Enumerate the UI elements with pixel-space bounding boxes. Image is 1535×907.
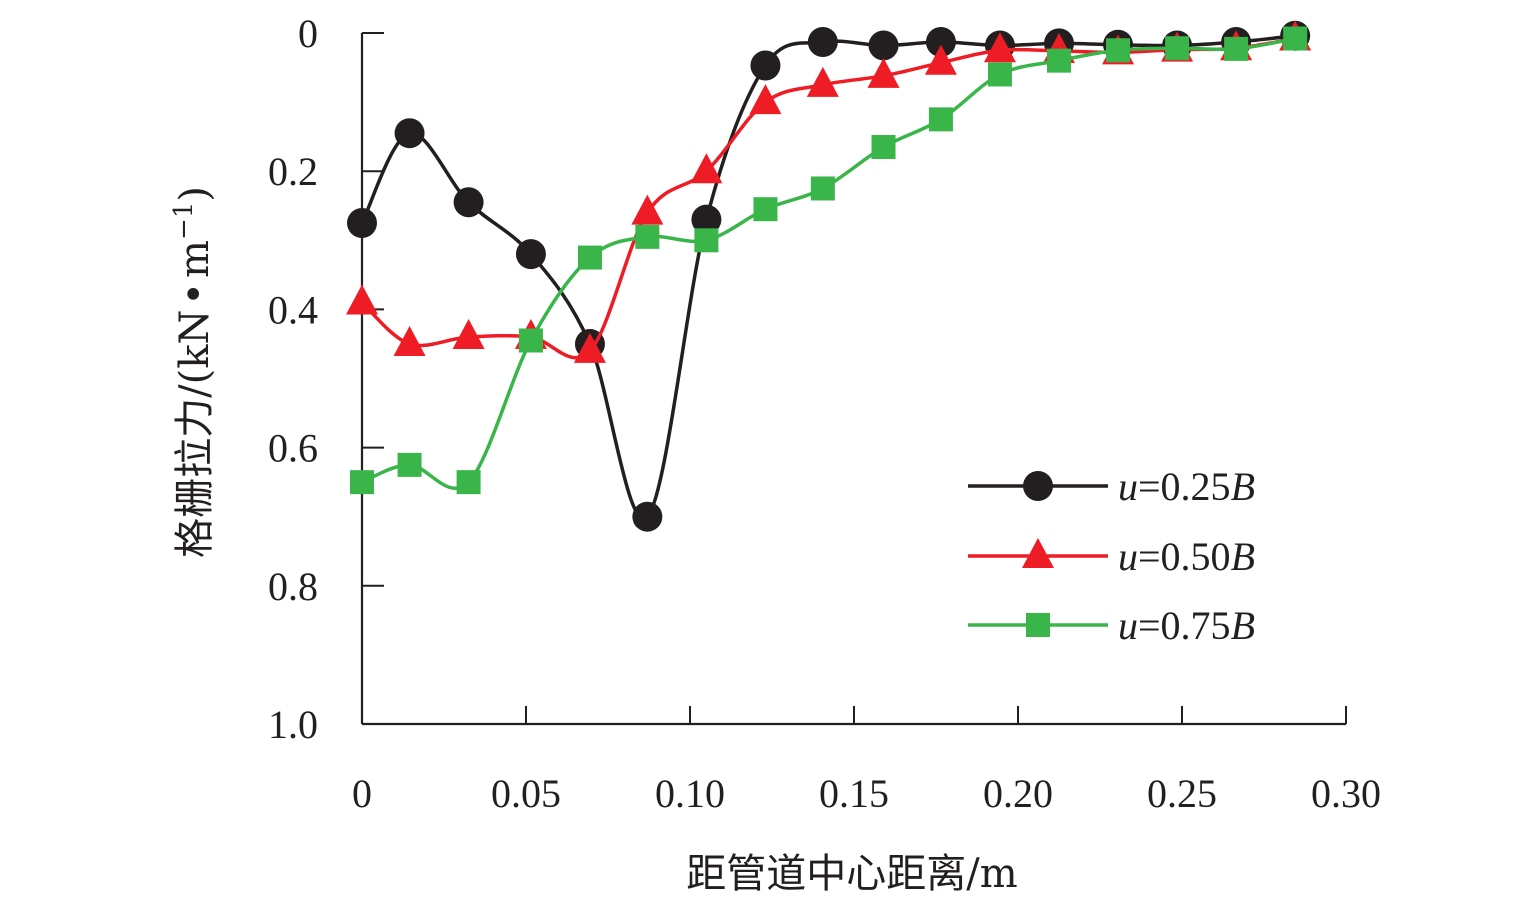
series-line — [360, 34, 1296, 521]
data-point — [928, 107, 953, 132]
x-tick-label: 0 — [352, 771, 372, 816]
y-tick-label: 0.6 — [268, 426, 318, 471]
y-tick-label: 1.0 — [268, 702, 318, 747]
series-line — [361, 36, 1296, 491]
data-point — [810, 176, 835, 201]
legend-label: u=0.75B — [1118, 603, 1255, 648]
data-point — [691, 204, 722, 235]
data-point — [807, 26, 838, 57]
series-square — [350, 26, 1308, 495]
data-point — [694, 228, 719, 253]
legend-marker — [1026, 613, 1050, 637]
data-point — [347, 208, 377, 239]
data-point — [346, 284, 378, 315]
legend-label-value: =0.75 — [1138, 603, 1231, 648]
data-point — [631, 194, 664, 225]
data-point — [394, 118, 425, 149]
legend-label-unit: B — [1231, 603, 1255, 648]
x-tick-label: 0.30 — [1311, 771, 1381, 816]
x-tick-label: 0.15 — [819, 771, 889, 816]
data-point — [867, 57, 900, 88]
x-tick-label: 0.20 — [983, 771, 1053, 816]
legend-label-value: =0.25 — [1138, 464, 1231, 509]
data-point — [397, 452, 422, 477]
data-point — [1283, 26, 1308, 51]
data-point — [453, 187, 484, 218]
y-axis-title: 格栅拉力/(kN • m−1) — [169, 186, 218, 558]
data-point — [515, 239, 546, 270]
data-point — [753, 197, 778, 222]
legend-label-var: u — [1118, 603, 1138, 648]
data-point — [1224, 36, 1249, 61]
legend-label-var: u — [1118, 534, 1138, 579]
data-point — [452, 319, 485, 350]
data-point — [518, 328, 543, 353]
y-axis-title-dot: • — [172, 282, 218, 306]
y-axis-title-main: 格栅拉力/(kN — [172, 310, 218, 558]
y-tick-label: 0.2 — [268, 149, 318, 194]
series-layer — [346, 20, 1312, 532]
x-tick-label: 0.25 — [1147, 771, 1217, 816]
legend-label-unit: B — [1231, 534, 1255, 579]
data-point — [1047, 48, 1071, 73]
legend-label: u=0.25B — [1118, 464, 1255, 509]
x-tick-label: 0.10 — [655, 771, 725, 816]
data-point — [925, 26, 956, 57]
legend-label-value: =0.50 — [1138, 534, 1231, 579]
y-tick-label: 0.8 — [268, 564, 318, 609]
y-axis-title-sup: −1 — [169, 202, 199, 240]
data-point — [577, 245, 602, 270]
data-point — [983, 32, 1016, 63]
data-point — [924, 44, 957, 75]
data-point — [393, 325, 426, 356]
legend-label-var: u — [1118, 464, 1138, 509]
legend-label: u=0.50B — [1118, 534, 1255, 579]
x-axis-title: 距管道中心距离/m — [686, 851, 1017, 897]
y-tick-label: 0 — [298, 11, 318, 56]
y-tick-label: 0.4 — [268, 287, 318, 332]
y-axis-title-close: ) — [172, 186, 218, 202]
data-point — [632, 501, 663, 532]
legend-label-unit: B — [1231, 464, 1255, 509]
data-point — [1106, 38, 1131, 63]
axes: 0 0.2 0.4 0.6 0.8 1.0 0 0.05 0.10 0.15 0.20 0.25 0.3… — [268, 11, 1381, 816]
data-point — [806, 66, 839, 97]
data-point — [635, 224, 660, 249]
data-point — [690, 153, 723, 184]
data-point — [749, 84, 782, 115]
data-point — [750, 50, 781, 81]
y-axis-title-unit: m — [172, 240, 218, 278]
x-tick-label: 0.05 — [491, 771, 561, 816]
legend-item: u=0.50B — [968, 534, 1255, 579]
data-point — [350, 470, 374, 495]
data-point — [987, 62, 1012, 87]
legend-marker — [1022, 538, 1054, 568]
data-point — [1165, 36, 1190, 61]
legend-item: u=0.75B — [968, 603, 1255, 648]
data-point — [868, 30, 899, 61]
data-point — [871, 135, 896, 160]
data-point — [573, 332, 606, 363]
series-circle — [347, 20, 1311, 532]
legend-item: u=0.25B — [968, 464, 1255, 509]
legend-marker — [1023, 471, 1053, 501]
data-point — [456, 470, 481, 495]
